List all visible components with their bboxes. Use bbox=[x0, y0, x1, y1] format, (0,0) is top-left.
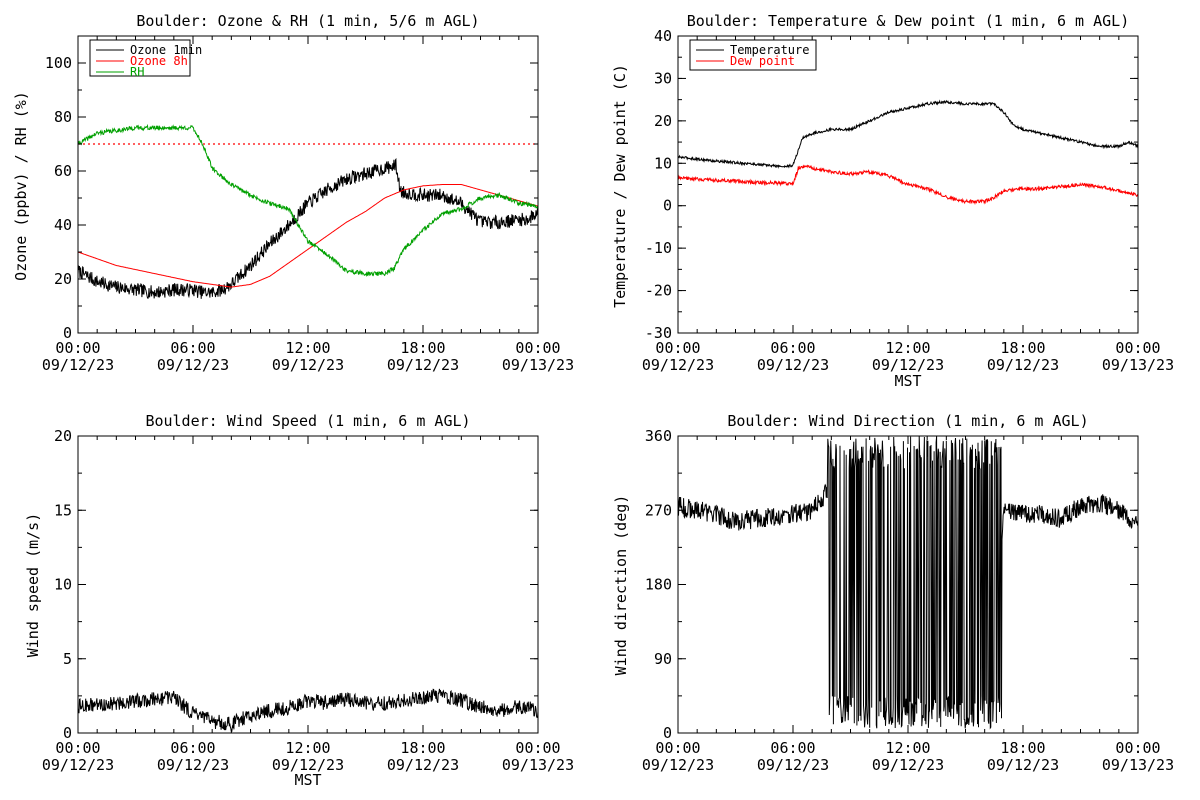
legend-label-dew-point: Dew point bbox=[730, 54, 795, 68]
temperature-dewpoint-ytick-label: 10 bbox=[654, 154, 672, 172]
temperature-dewpoint-dew-point-line bbox=[677, 164, 1138, 206]
legend-label-temperature: Temperature bbox=[730, 43, 809, 57]
temperature-dewpoint-xtick-time: 00:00 bbox=[1115, 339, 1160, 357]
wind-speed-ytick-label: 10 bbox=[54, 576, 72, 594]
legend-label-ozone-1min: Ozone 1min bbox=[130, 43, 202, 57]
temperature-dewpoint-xtick-time: 12:00 bbox=[885, 339, 930, 357]
ozone-rh-ozone-1min-line bbox=[77, 157, 539, 299]
ozone-rh-plot-frame bbox=[77, 35, 539, 334]
wind-speed-xlabel: MST bbox=[294, 771, 321, 789]
temperature-dewpoint-ytick-label: -20 bbox=[645, 282, 672, 300]
wind-speed-xtick-date: 09/12/23 bbox=[157, 756, 229, 774]
ozone-rh-ytick-label: 100 bbox=[45, 54, 72, 72]
temperature-dewpoint-xtick-time: 06:00 bbox=[770, 339, 815, 357]
temperature-dewpoint-ytick-label: 40 bbox=[654, 27, 672, 45]
wind-direction-xtick-time: 00:00 bbox=[1115, 739, 1160, 757]
wind-direction-chart: Boulder: Wind Direction (1 min, 6 m AGL)… bbox=[612, 412, 1174, 774]
wind-speed-xtick-date: 09/12/23 bbox=[272, 756, 344, 774]
ozone-rh-xtick-date: 09/12/23 bbox=[272, 356, 344, 374]
temperature-dewpoint-xtick-date: 09/12/23 bbox=[872, 356, 944, 374]
temperature-dewpoint-ytick-label: -30 bbox=[645, 324, 672, 342]
temperature-dewpoint-ytick-label: 30 bbox=[654, 69, 672, 87]
ozone-rh-ylabel: Ozone (ppbv) / RH (%) bbox=[12, 91, 30, 281]
wind-speed-xtick-time: 12:00 bbox=[285, 739, 330, 757]
wind-speed-xtick-date: 09/12/23 bbox=[387, 756, 459, 774]
ozone-rh-rh-line bbox=[77, 123, 539, 278]
wind-speed-xtick-time: 00:00 bbox=[515, 739, 560, 757]
wind-speed-xtick-date: 09/12/23 bbox=[42, 756, 114, 774]
wind-direction-xtick-time: 06:00 bbox=[770, 739, 815, 757]
ozone-rh-xtick-time: 00:00 bbox=[55, 339, 100, 357]
wind-direction-xtick-date: 09/13/23 bbox=[1102, 756, 1174, 774]
wind-speed-xtick-date: 09/13/23 bbox=[502, 756, 574, 774]
temperature-dewpoint-chart: Boulder: Temperature & Dew point (1 min,… bbox=[611, 12, 1174, 390]
wind-direction-series-line bbox=[677, 435, 1139, 730]
ozone-rh-xtick-date: 09/12/23 bbox=[42, 356, 114, 374]
wind-direction-xtick-time: 00:00 bbox=[655, 739, 700, 757]
wind-direction-ytick-label: 270 bbox=[645, 501, 672, 519]
temperature-dewpoint-xtick-date: 09/12/23 bbox=[757, 356, 829, 374]
ozone-rh-xtick-time: 18:00 bbox=[400, 339, 445, 357]
wind-speed-ytick-label: 15 bbox=[54, 501, 72, 519]
ozone-rh-xtick-time: 00:00 bbox=[515, 339, 560, 357]
wind-speed-ytick-label: 20 bbox=[54, 427, 72, 445]
ozone-rh-xtick-date: 09/12/23 bbox=[157, 356, 229, 374]
temperature-dewpoint-legend: Temperature Dew point bbox=[689, 39, 817, 71]
ozone-rh-chart: Boulder: Ozone & RH (1 min, 5/6 m AGL) O… bbox=[12, 12, 574, 374]
ozone-rh-ozone-8h-line bbox=[77, 184, 539, 288]
ozone-rh-ytick-label: 0 bbox=[63, 324, 72, 342]
temperature-dewpoint-xlabel: MST bbox=[894, 372, 921, 390]
temperature-dewpoint-xtick-time: 18:00 bbox=[1000, 339, 1045, 357]
ozone-rh-legend: Ozone 1min Ozone 8h RH bbox=[89, 39, 202, 79]
temperature-dewpoint-temperature-line bbox=[677, 99, 1139, 169]
ozone-rh-ytick-label: 40 bbox=[54, 216, 72, 234]
wind-speed-ytick-label: 5 bbox=[63, 650, 72, 668]
temperature-dewpoint-xtick-date: 09/12/23 bbox=[987, 356, 1059, 374]
wind-speed-xtick-time: 18:00 bbox=[400, 739, 445, 757]
wind-speed-series-line bbox=[77, 688, 539, 733]
ozone-rh-ytick-label: 80 bbox=[54, 108, 72, 126]
temperature-dewpoint-title: Boulder: Temperature & Dew point (1 min,… bbox=[687, 12, 1130, 30]
wind-speed-ytick-label: 0 bbox=[63, 724, 72, 742]
ozone-rh-xtick-time: 12:00 bbox=[285, 339, 330, 357]
temperature-dewpoint-ytick-label: -10 bbox=[645, 239, 672, 257]
ozone-rh-xtick-time: 06:00 bbox=[170, 339, 215, 357]
ozone-rh-ytick-label: 20 bbox=[54, 270, 72, 288]
wind-direction-xtick-date: 09/12/23 bbox=[872, 756, 944, 774]
wind-speed-plot-frame bbox=[77, 435, 539, 734]
wind-speed-xtick-time: 00:00 bbox=[55, 739, 100, 757]
wind-direction-ytick-label: 180 bbox=[645, 576, 672, 594]
temperature-dewpoint-ytick-label: 0 bbox=[663, 197, 672, 215]
wind-direction-title: Boulder: Wind Direction (1 min, 6 m AGL) bbox=[727, 412, 1088, 430]
ozone-rh-title: Boulder: Ozone & RH (1 min, 5/6 m AGL) bbox=[136, 12, 479, 30]
temperature-dewpoint-xtick-date: 09/12/23 bbox=[642, 356, 714, 374]
wind-speed-chart: Boulder: Wind Speed (1 min, 6 m AGL) Win… bbox=[24, 412, 574, 789]
legend-label-ozone-8h: Ozone 8h bbox=[130, 54, 188, 68]
wind-direction-xtick-time: 18:00 bbox=[1000, 739, 1045, 757]
wind-speed-xtick-time: 06:00 bbox=[170, 739, 215, 757]
wind-direction-ytick-label: 0 bbox=[663, 724, 672, 742]
wind-direction-ytick-label: 90 bbox=[654, 650, 672, 668]
wind-direction-xtick-time: 12:00 bbox=[885, 739, 930, 757]
ozone-rh-ytick-label: 60 bbox=[54, 162, 72, 180]
wind-speed-title: Boulder: Wind Speed (1 min, 6 m AGL) bbox=[145, 412, 470, 430]
wind-direction-xtick-date: 09/12/23 bbox=[642, 756, 714, 774]
ozone-rh-xtick-date: 09/13/23 bbox=[502, 356, 574, 374]
temperature-dewpoint-ytick-label: 20 bbox=[654, 112, 672, 130]
legend-label-rh: RH bbox=[130, 65, 144, 79]
temperature-dewpoint-ylabel: Temperature / Dew point (C) bbox=[611, 64, 629, 308]
temperature-dewpoint-xtick-date: 09/13/23 bbox=[1102, 356, 1174, 374]
temperature-dewpoint-xtick-time: 00:00 bbox=[655, 339, 700, 357]
wind-direction-ylabel: Wind direction (deg) bbox=[612, 495, 630, 676]
ozone-rh-xtick-date: 09/12/23 bbox=[387, 356, 459, 374]
wind-speed-ylabel: Wind speed (m/s) bbox=[24, 513, 42, 658]
wind-direction-xtick-date: 09/12/23 bbox=[987, 756, 1059, 774]
wind-direction-xtick-date: 09/12/23 bbox=[757, 756, 829, 774]
wind-direction-ytick-label: 360 bbox=[645, 427, 672, 445]
